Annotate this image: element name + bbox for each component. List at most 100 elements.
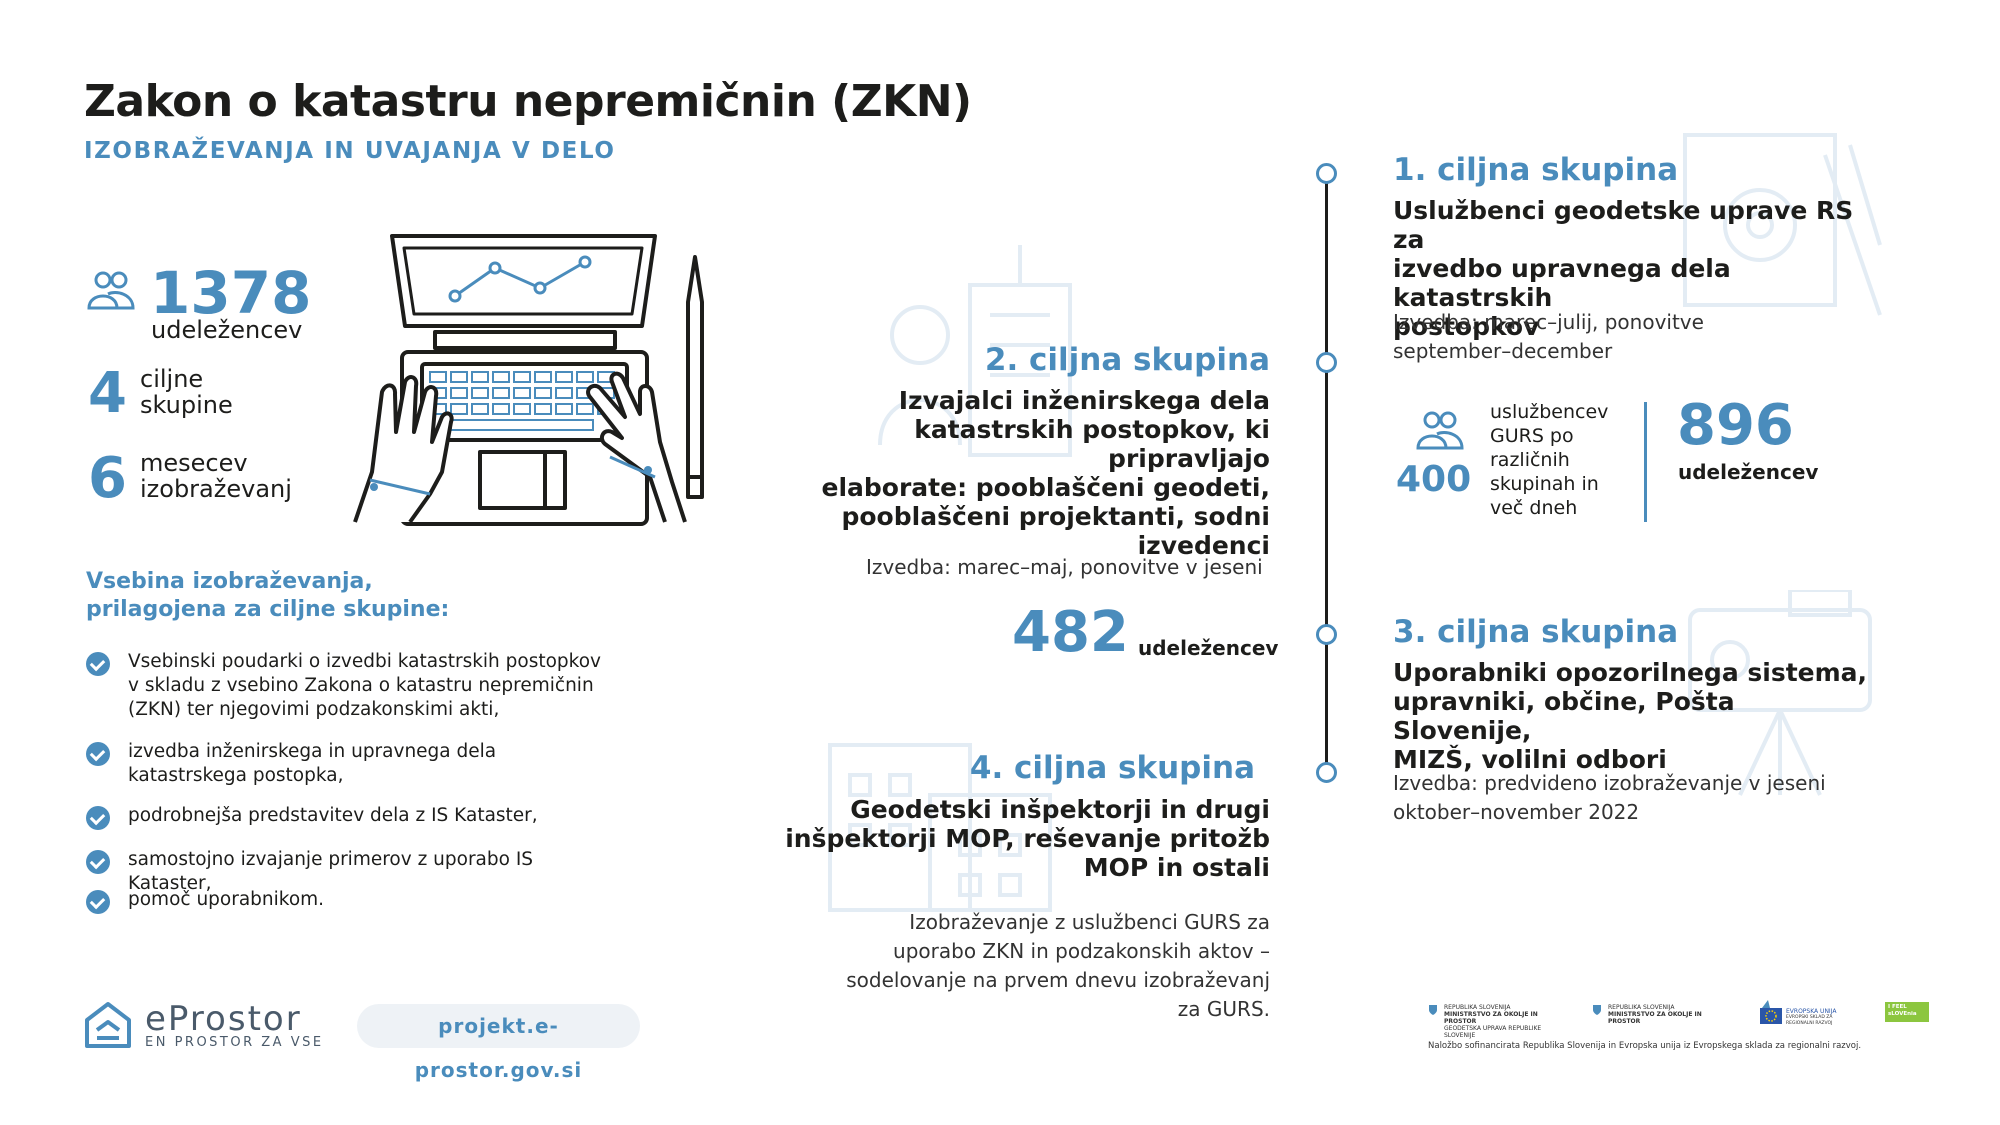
cofinancing-note: Naložbo sofinancirata Republika Slovenij… xyxy=(1428,1041,1862,1051)
group-1-body-line: postopkov xyxy=(1393,312,1540,341)
group-1-staff-label-line: uslužbencev xyxy=(1490,401,1609,423)
partner-logo-slovenia: I FEEL sLOVEnia xyxy=(1885,1002,1929,1022)
check-circle-icon xyxy=(86,890,110,914)
partner-logo-mop: REPUBLIKA SLOVENIJA MINISTRSTVO ZA OKOLJ… xyxy=(1592,1004,1722,1025)
coat-of-arms-icon xyxy=(1593,1005,1601,1015)
monitor-gear-illustration xyxy=(1683,133,1882,316)
check-circle-icon xyxy=(86,806,110,830)
group-4-note: Izobraževanje z uslužbenci GURS za upora… xyxy=(800,908,1270,1024)
months-label-1: mesecev xyxy=(140,449,248,477)
list-item: Vsebinski poudarki o izvedbi katastrskih… xyxy=(86,650,606,722)
group-2-title: 2. ciljna skupina xyxy=(984,342,1270,378)
group-3-body-line: upravniki, občine, Pošta Slovenije, xyxy=(1393,687,1735,745)
list-item-text: izvedba inženirskega in upravnega dela k… xyxy=(128,741,497,786)
eu-flag-icon xyxy=(1760,1000,1782,1024)
participants-total: 1378 xyxy=(150,259,312,327)
months-count: 6 xyxy=(88,446,127,511)
group-4-body-line: MOP in ostali xyxy=(1083,853,1270,882)
groups-label-1: ciljne xyxy=(140,365,204,393)
group-1-staff-label: uslužbencev GURS po različnih skupinah i… xyxy=(1490,400,1608,520)
timeline-dot-1 xyxy=(1316,163,1337,184)
group-4-body-line: Geodetski inšpektorji in drugi xyxy=(850,795,1270,824)
group-1-staff-count: 400 xyxy=(1396,459,1472,500)
list-item-text: podrobnejša predstavitev dela z IS Katas… xyxy=(128,805,538,826)
check-circle-icon xyxy=(86,850,110,874)
group-2-participants-label: udeležencev xyxy=(1138,636,1279,660)
laptop-illustration xyxy=(353,234,704,526)
group-1-body: Uslužbenci geodetske uprave RS za izvedb… xyxy=(1393,196,1873,341)
content-heading-2: prilagojena za ciljne skupine: xyxy=(86,597,450,622)
groups-count: 4 xyxy=(88,361,127,426)
timeline-line xyxy=(1325,172,1328,772)
participants-total-label: udeležencev xyxy=(151,316,303,344)
group-2-body-line: Izvajalci inženirskega dela xyxy=(898,386,1270,415)
project-url-link[interactable]: projekt.e-prostor.gov.si xyxy=(357,1004,640,1082)
group-2-note: Izvedba: marec–maj, ponovitve v jeseni xyxy=(866,555,1263,579)
check-circle-icon xyxy=(86,652,110,676)
surveyor-illustration xyxy=(878,245,1072,457)
group-2-body-line: pooblaščeni projektanti, sodni xyxy=(841,502,1270,531)
group-1-participants-label: udeležencev xyxy=(1678,460,1819,484)
group-1-note: Izvedba: marec–julij, ponovitve septembe… xyxy=(1393,308,1704,366)
group-4-note-line: uporabo ZKN in podzakonskih aktov – xyxy=(893,939,1270,963)
group-1-note-line: september–december xyxy=(1393,339,1613,363)
page-subtitle: IZOBRAŽEVANJA IN UVAJANJA V DELO xyxy=(84,138,616,164)
group-1-body-line: izvedbo upravnega dela katastrskih xyxy=(1393,254,1731,312)
timeline-dot-3 xyxy=(1316,624,1337,645)
partner-text: REPUBLIKA SLOVENIJA xyxy=(1444,1004,1511,1011)
people-icon xyxy=(1416,411,1464,450)
group-1-staff-label-line: GURS po xyxy=(1490,425,1574,447)
months-label-2: izobraževanj xyxy=(140,475,292,503)
list-item-text: pomoč uporabnikom. xyxy=(128,889,325,910)
list-item: podrobnejša predstavitev dela z IS Katas… xyxy=(86,804,606,830)
group-2-body-line: izvedenci xyxy=(1137,531,1270,560)
eprostor-logo-icon xyxy=(85,1002,131,1048)
group-3-body-line: MIZŠ, volilni odbori xyxy=(1393,745,1667,774)
coat-of-arms-icon xyxy=(1429,1005,1437,1015)
group-3-note-line: Izvedba: predvideno izobraževanje v jese… xyxy=(1393,771,1826,795)
partner-text: I FEEL xyxy=(1888,1004,1907,1010)
list-item-text: samostojno izvajanje primerov z uporabo … xyxy=(128,849,534,894)
people-icon xyxy=(87,271,135,310)
group-3-body-line: Uporabniki opozorilnega sistema, xyxy=(1393,658,1868,687)
partner-text: MINISTRSTVO ZA OKOLJE IN PROSTOR xyxy=(1444,1011,1538,1025)
partner-text: EVROPSKA UNIJA xyxy=(1786,1008,1837,1015)
group-1-body-line: Uslužbenci geodetske uprave RS za xyxy=(1393,196,1854,254)
group-3-note-line: oktober–november 2022 xyxy=(1393,800,1640,824)
group-4-note-line: sodelovanje na prvem dnevu izobraževanj xyxy=(846,968,1270,992)
partner-text: GEODETSKA UPRAVA REPUBLIKE SLOVENIJE xyxy=(1444,1025,1542,1039)
list-item: pomoč uporabnikom. xyxy=(86,888,606,914)
page-title: Zakon o katastru nepremičnin (ZKN) xyxy=(84,76,972,127)
group-1-divider xyxy=(1644,402,1647,522)
content-heading-1: Vsebina izobraževanja, xyxy=(86,569,373,594)
list-item: samostojno izvajanje primerov z uporabo … xyxy=(86,848,606,896)
logo-tagline: EN PROSTOR ZA VSE xyxy=(145,1035,324,1050)
list-item-text: Vsebinski poudarki o izvedbi katastrskih… xyxy=(128,651,601,720)
building-illustration xyxy=(828,743,1052,912)
group-2-body-line: elaborate: pooblaščeni geodeti, xyxy=(821,473,1270,502)
group-1-note-line: Izvedba: marec–julij, ponovitve xyxy=(1393,310,1704,334)
group-1-participants: 896 xyxy=(1677,393,1794,458)
partner-logo-gurs: REPUBLIKA SLOVENIJA MINISTRSTVO ZA OKOLJ… xyxy=(1428,1004,1568,1039)
group-3-note: Izvedba: predvideno izobraževanje v jese… xyxy=(1393,769,1826,827)
group-2-body-line: katastrskih postopkov, ki pripravljajo xyxy=(914,415,1270,473)
partner-text: MINISTRSTVO ZA OKOLJE IN PROSTOR xyxy=(1608,1011,1702,1025)
group-1-staff-label-line: skupinah in xyxy=(1490,473,1599,495)
group-1-staff-label-line: različnih xyxy=(1490,449,1570,471)
group-2-participants: 482 xyxy=(1012,600,1129,665)
list-item: izvedba inženirskega in upravnega dela k… xyxy=(86,740,606,788)
group-3-title: 3. ciljna skupina xyxy=(1393,614,1679,650)
group-4-body: Geodetski inšpektorji in drugi inšpektor… xyxy=(780,795,1270,882)
group-2-body: Izvajalci inženirskega dela katastrskih … xyxy=(760,386,1270,560)
groups-label-2: skupine xyxy=(140,391,233,419)
group-4-body-line: inšpektorji MOP, reševanje pritožb xyxy=(785,824,1270,853)
group-1-staff-label-line: več dneh xyxy=(1490,497,1578,519)
logo-name: eProstor xyxy=(145,999,302,1039)
partner-text: EVROPSKI SKLAD ZA REGIONALNI RAZVOJ xyxy=(1786,1015,1833,1026)
group-3-body: Uporabniki opozorilnega sistema, upravni… xyxy=(1393,658,1873,774)
partner-text: REPUBLIKA SLOVENIJA xyxy=(1608,1004,1675,1011)
partner-text: sLOVEnia xyxy=(1888,1011,1917,1017)
timeline-dot-4 xyxy=(1316,762,1337,783)
check-circle-icon xyxy=(86,742,110,766)
printer-tripod-illustration xyxy=(1688,590,1872,796)
